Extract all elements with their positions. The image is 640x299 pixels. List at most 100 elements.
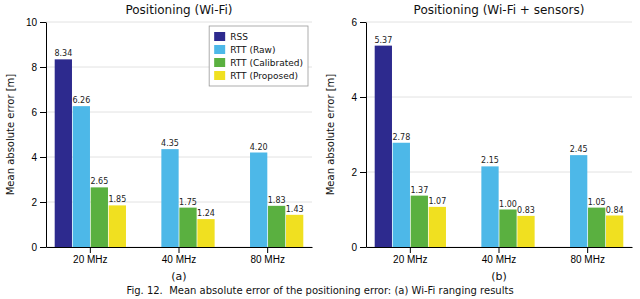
data-label: 4.35 [161,139,179,148]
title: Positioning (Wi-Fi + sensors) [414,3,585,17]
data-label: 0.84 [606,206,624,215]
bar [481,166,498,247]
data-label: 2.15 [481,156,499,165]
y-axis: 0 2 4 6 8 10 [26,17,47,253]
tick-label: 6 [351,17,357,28]
legend-swatch [214,32,225,41]
bars [55,59,304,247]
data-label: 1.37 [410,186,428,195]
data-label: 1.83 [268,196,286,205]
tick: 6 [31,107,46,118]
grid-line [46,22,312,23]
tick-label: 4 [31,152,37,163]
legend-label: RTT (Proposed) [230,71,298,81]
x-axis-label: (b) [491,270,507,283]
legend-item: RTT (Calibrated) [214,58,303,68]
tick: 10 [26,17,46,28]
bar [55,59,72,247]
tick-label: 2 [31,197,37,208]
tick-mark [40,247,46,248]
legend-item: RSS [214,32,248,42]
bar [570,155,587,247]
tick-mark [360,172,366,173]
bar [517,216,534,247]
legend-item: RTT (Proposed) [214,71,298,81]
tick: 4 [31,152,46,163]
grid [366,22,632,247]
tick: 20 MHz [393,247,427,265]
bar [161,149,178,247]
legend-swatch [214,58,225,67]
tick-mark [40,67,46,68]
data-label: 2.65 [90,177,108,186]
x-axis: 20 MHz 40 MHz 80 MHz [47,247,313,265]
panel: 8.346.264.354.202.651.751.831.851.241.43… [5,3,313,283]
data-label: 1.85 [108,195,126,204]
tick-label: 80 MHz [250,254,284,265]
y-axis-label: Mean absolute error [m] [325,74,336,196]
data-label: 2.45 [570,145,588,154]
tick: 80 MHz [570,247,604,265]
data-label: 2.78 [392,133,410,142]
tick: 8 [31,62,46,73]
tick-mark [360,22,366,23]
bar [393,143,410,247]
tick-label: 4 [351,92,357,103]
tick-mark [587,247,588,253]
data-label: 5.37 [374,36,392,45]
data-label: 1.43 [286,205,304,214]
grid [46,22,312,247]
data-labels: 8.346.264.354.202.651.751.831.851.241.43 [54,49,303,218]
legend-label: RSS [230,32,248,42]
tick-label: 20 MHz [393,254,427,265]
data-label: 0.83 [517,206,535,215]
legend-swatch [214,45,225,54]
bar [411,196,428,247]
bar [179,208,196,247]
tick: 40 MHz [482,247,516,265]
tick-label: 40 MHz [482,254,516,265]
y-axis: 0246 [351,17,366,253]
data-label: 1.07 [428,197,446,206]
legend: RSS RTT (Raw) RTT (Calibrated) RTT (Propose… [209,26,308,86]
bar [606,216,623,248]
tick: 20 MHz [73,247,107,265]
data-label: 1.00 [499,200,517,209]
y-axis-label: Mean absolute error [m] [5,74,16,196]
data-label: 1.24 [197,209,215,218]
bar [499,210,516,248]
data-label: 4.20 [250,143,268,152]
axis-line [366,23,367,248]
tick: 40 MHz [162,247,196,265]
data-label: 1.75 [179,198,197,207]
legend-item: RTT (Raw) [214,45,275,55]
data-label: 8.34 [54,49,72,58]
grid-line [366,97,632,98]
bar [429,207,446,247]
tick: 4 [351,92,366,103]
tick-mark [410,247,411,253]
data-label: 1.05 [588,198,606,207]
bar [286,215,303,247]
bar [375,46,392,247]
legend-swatch [214,71,225,80]
bar [250,153,267,248]
bar [109,205,126,247]
tick-label: 6 [31,107,37,118]
bar [588,208,605,247]
tick: 0 [31,242,46,253]
tick-label: 80 MHz [570,254,604,265]
bar [268,206,285,247]
figure: 8.346.264.354.202.651.751.831.851.241.43… [0,0,640,299]
tick-mark [40,202,46,203]
tick-mark [40,157,46,158]
legend-label: RTT (Calibrated) [230,58,303,68]
bars [375,46,624,247]
tick-label: 0 [31,242,37,253]
panel: 5.37 2.78 2.15 2.45 1.37 1.00 1.05 1.07 0.83 0.84… [325,3,633,283]
tick-label: 10 [26,17,38,28]
tick-mark [499,247,500,253]
legend-label: RTT (Raw) [230,45,275,55]
x-axis: 20 MHz 40 MHz 80 MHz [367,247,633,265]
tick-mark [40,112,46,113]
